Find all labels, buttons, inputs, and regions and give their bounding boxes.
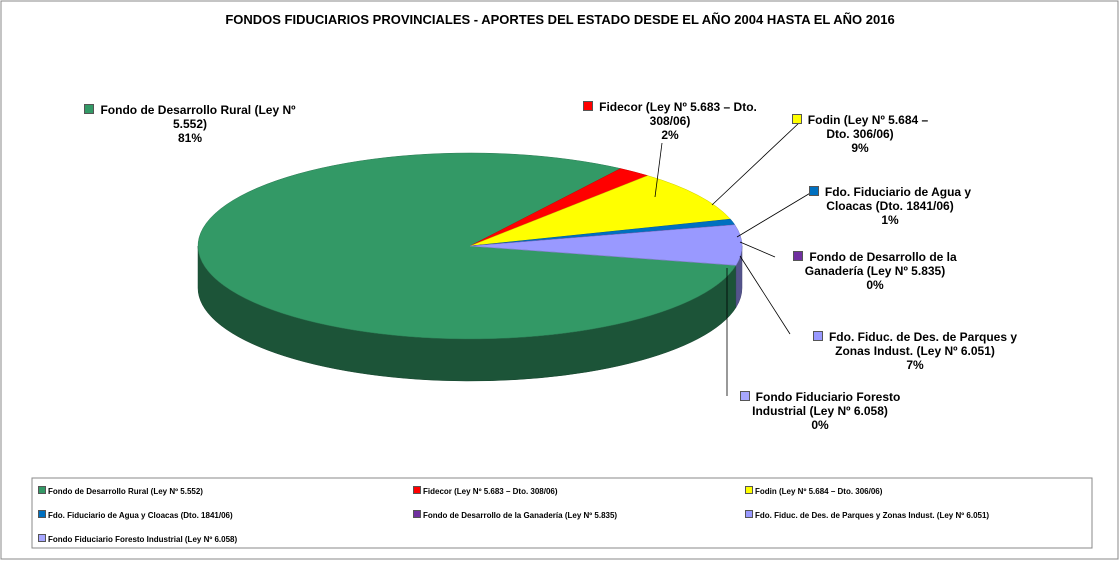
legend-box bbox=[31, 477, 1093, 549]
data-label: Fidecor (Ley Nº 5.683 – Dto. 308/06) 2% bbox=[565, 100, 775, 142]
legend-label: Fdo. Fiduciario de Agua y Cloacas (Dto. … bbox=[48, 511, 233, 520]
leader-line bbox=[654, 142, 663, 198]
label-value: 9% bbox=[851, 141, 869, 155]
label-name: Fdo. Fiduc. de Des. de Parques y Zonas I… bbox=[828, 330, 1018, 358]
legend-item: Fondo de Desarrollo Rural (Ley Nº 5.552) bbox=[38, 486, 203, 496]
legend-item: Fdo. Fiduc. de Des. de Parques y Zonas I… bbox=[745, 510, 989, 520]
legend-swatch bbox=[38, 534, 46, 542]
label-name: Fdo. Fiduciario de Agua y Cloacas (Dto. … bbox=[824, 185, 972, 213]
label-name: Fodin (Ley Nº 5.684 – Dto. 306/06) bbox=[807, 113, 929, 141]
leader-line bbox=[739, 255, 791, 335]
label-name: Fondo Fiduciario Foresto Industrial (Ley… bbox=[752, 390, 901, 418]
data-label: Fondo Fiduciario Foresto Industrial (Ley… bbox=[720, 390, 920, 432]
label-swatch bbox=[84, 104, 95, 114]
legend-swatch bbox=[745, 486, 753, 494]
label-swatch bbox=[808, 186, 819, 196]
label-name: Fondo de Desarrollo de la Ganadería (Ley… bbox=[804, 250, 957, 278]
data-label: Fodin (Ley Nº 5.684 – Dto. 306/06) 9% bbox=[785, 113, 935, 155]
legend-item: Fidecor (Ley Nº 5.683 – Dto. 308/06) bbox=[413, 486, 558, 496]
legend-label: Fdo. Fiduc. de Des. de Parques y Zonas I… bbox=[755, 511, 990, 520]
label-value: 7% bbox=[906, 358, 924, 372]
data-label: Fondo de Desarrollo de la Ganadería (Ley… bbox=[780, 250, 970, 292]
legend-label: Fidecor (Ley Nº 5.683 – Dto. 308/06) bbox=[423, 487, 558, 496]
label-value: 81% bbox=[177, 131, 203, 145]
data-label: Fdo. Fiduciario de Agua y Cloacas (Dto. … bbox=[800, 185, 980, 227]
legend-swatch bbox=[38, 486, 46, 494]
chart-title: FONDOS FIDUCIARIOS PROVINCIALES - APORTE… bbox=[225, 12, 894, 27]
leader-line bbox=[736, 191, 813, 238]
legend-swatch bbox=[413, 510, 421, 518]
legend-item: Fdo. Fiduciario de Agua y Cloacas (Dto. … bbox=[38, 510, 233, 520]
leader-line bbox=[739, 241, 776, 258]
legend-label: Fondo Fiduciario Foresto Industrial (Ley… bbox=[48, 535, 238, 544]
pie-slice bbox=[469, 175, 731, 247]
legend-label: Fondo de Desarrollo Rural (Ley Nº 5.552) bbox=[48, 487, 203, 496]
legend-item: Fondo Fiduciario Foresto Industrial (Ley… bbox=[38, 534, 237, 544]
legend-label: Fondo de Desarrollo de la Ganadería (Ley… bbox=[423, 511, 618, 520]
label-name: Fidecor (Ley Nº 5.683 – Dto. 308/06) bbox=[599, 100, 757, 128]
label-swatch bbox=[739, 391, 750, 401]
label-swatch bbox=[812, 331, 823, 341]
label-name: Fondo de Desarrollo Rural (Ley Nº 5.552) bbox=[100, 103, 296, 131]
label-swatch bbox=[791, 114, 802, 124]
legend-label: Fodin (Ley Nº 5.684 – Dto. 306/06) bbox=[755, 487, 883, 496]
legend-swatch bbox=[38, 510, 46, 518]
legend-swatch bbox=[745, 510, 753, 518]
legend-item: Fondo de Desarrollo de la Ganadería (Ley… bbox=[413, 510, 617, 520]
data-label: Fondo de Desarrollo Rural (Ley Nº 5.552)… bbox=[70, 103, 310, 145]
legend-swatch bbox=[413, 486, 421, 494]
label-swatch bbox=[583, 101, 594, 111]
leader-line bbox=[711, 121, 801, 206]
data-label: Fdo. Fiduc. de Des. de Parques y Zonas I… bbox=[800, 330, 1030, 372]
pie-slice bbox=[469, 245, 737, 266]
label-value: 1% bbox=[881, 213, 899, 227]
label-value: 0% bbox=[866, 278, 884, 292]
label-swatch bbox=[793, 251, 804, 261]
pie-slice bbox=[469, 224, 743, 266]
legend-item: Fodin (Ley Nº 5.684 – Dto. 306/06) bbox=[745, 486, 882, 496]
label-value: 0% bbox=[811, 418, 829, 432]
pie-slice bbox=[197, 152, 737, 340]
label-value: 2% bbox=[661, 128, 679, 142]
